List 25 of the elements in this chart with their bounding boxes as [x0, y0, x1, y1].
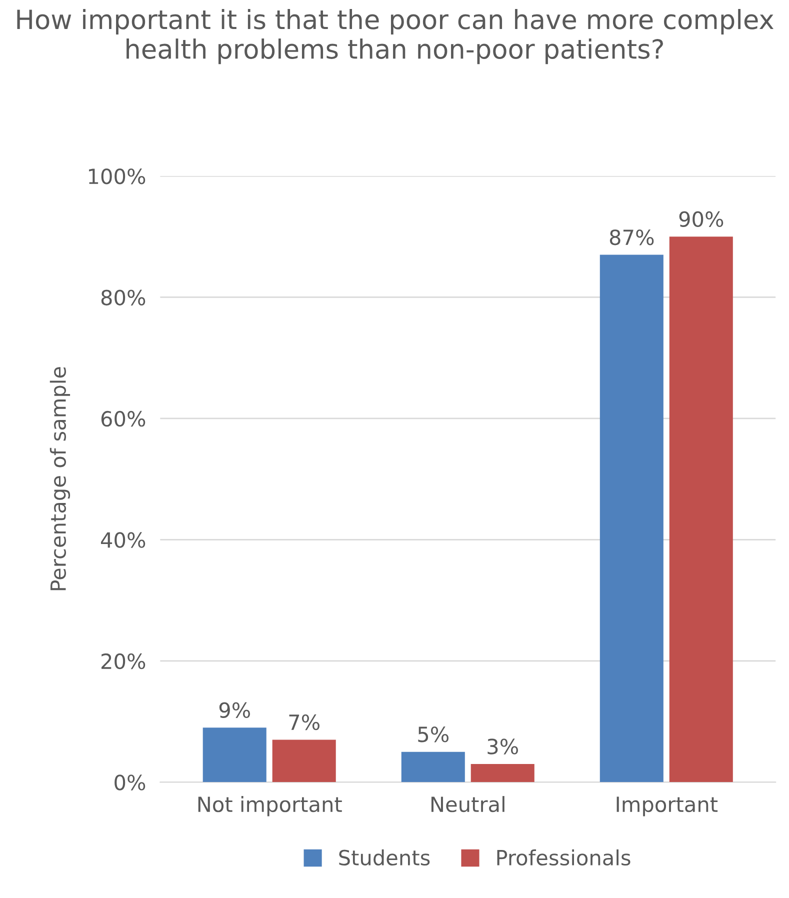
y-tick-label: 80%: [101, 290, 146, 306]
legend-label: Professionals: [497, 849, 630, 866]
bar: [600, 254, 664, 782]
data-label: 7%: [289, 714, 320, 730]
bar: [401, 752, 465, 782]
x-tick-label: Important: [616, 796, 718, 816]
bar: [272, 740, 336, 782]
y-tick-label: 100%: [89, 168, 146, 184]
chart-title: How important it is that the poor can have more complex health problems than non-poor patients?: [17, 8, 774, 64]
data-label: 5%: [418, 726, 449, 742]
y-axis-title: Percentage of sample: [50, 367, 70, 590]
data-label: 87%: [610, 229, 654, 246]
y-tick-label: 0%: [114, 774, 146, 790]
y-tick-label: 20%: [102, 653, 146, 670]
legend-label: Students: [339, 849, 430, 866]
data-label: 9%: [219, 702, 250, 718]
bar: [202, 728, 266, 782]
bar: [470, 764, 534, 782]
x-tick-label: Neutral: [431, 796, 504, 812]
bar: [669, 236, 733, 782]
x-tick-label: Not important: [198, 796, 342, 816]
data-label: 90%: [679, 211, 724, 228]
data-label: 3%: [488, 738, 518, 754]
y-tick-label: 40%: [100, 532, 146, 548]
y-tick-label: 60%: [101, 410, 146, 427]
